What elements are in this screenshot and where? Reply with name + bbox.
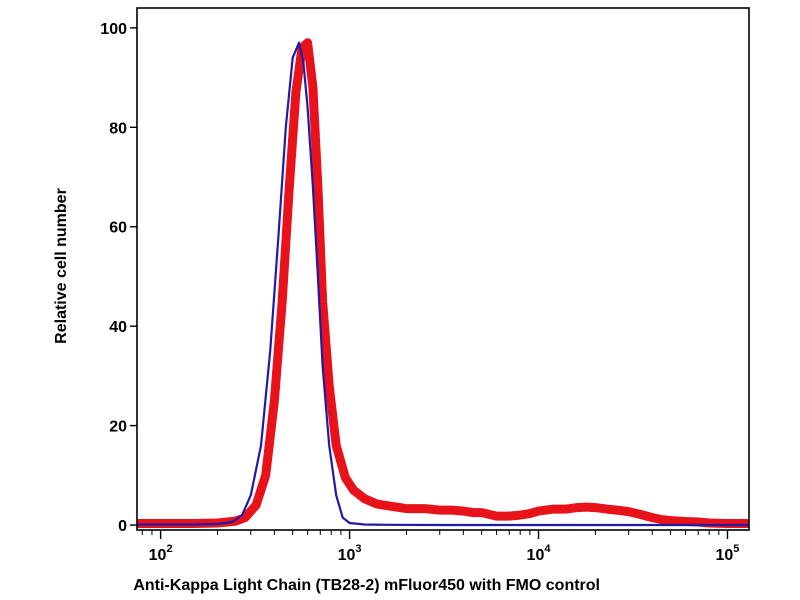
y-tick-label: 100 — [100, 21, 127, 38]
x-axis: 102 103 104 105 — [141, 530, 740, 564]
y-tick-label: 60 — [109, 220, 127, 237]
y-tick-label: 0 — [118, 518, 127, 535]
y-axis-label: Relative cell number — [53, 188, 70, 344]
series-layer — [137, 38, 749, 528]
y-tick-label: 80 — [109, 120, 127, 137]
series-line-1 — [137, 38, 749, 528]
x-tick-label: 105 — [716, 543, 740, 564]
y-axis: 0 20 40 60 80 100 — [100, 21, 137, 535]
x-axis-label: Anti-Kappa Light Chain (TB28-2) mFluor45… — [133, 577, 600, 594]
x-tick-label: 103 — [338, 543, 362, 564]
x-tick-label: 102 — [149, 543, 173, 564]
x-tick-label: 104 — [527, 543, 552, 564]
series-line-2 — [137, 41, 749, 527]
plot-frame — [136, 7, 750, 531]
y-tick-label: 20 — [109, 419, 127, 436]
y-tick-label: 40 — [109, 319, 127, 336]
